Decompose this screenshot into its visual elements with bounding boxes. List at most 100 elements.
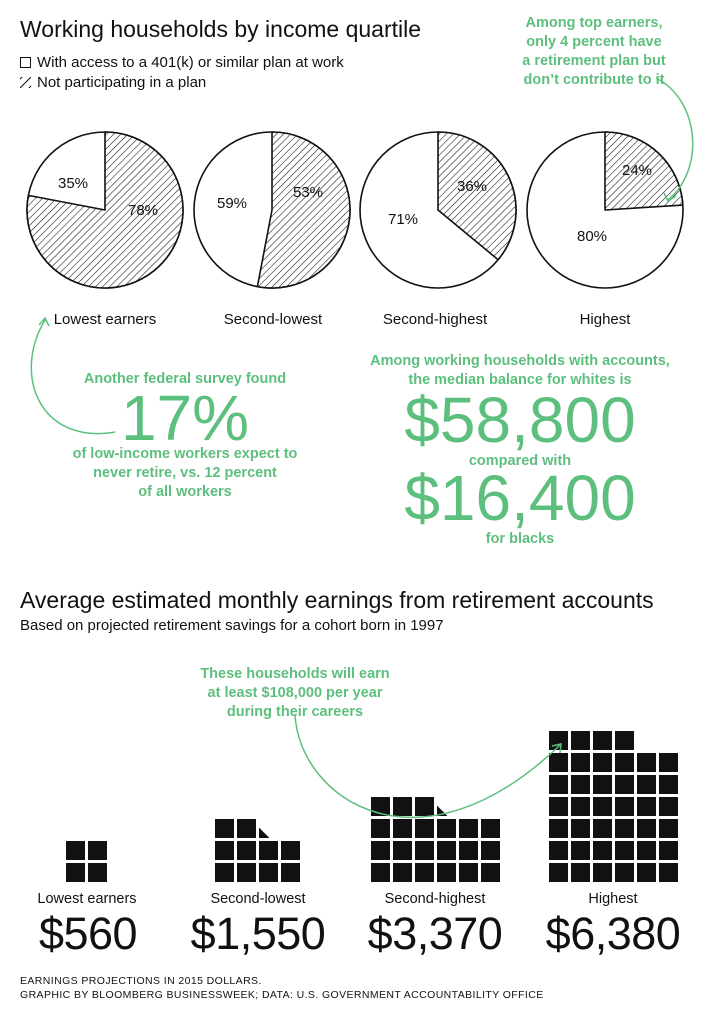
balance-big-stat-whites: $58,800 bbox=[404, 384, 636, 456]
earnings-unit-square bbox=[615, 797, 634, 816]
earnings-unit-square bbox=[237, 819, 256, 838]
callout-line: during their careers bbox=[226, 704, 364, 720]
legend-item-access: With access to a 401(k) or similar plan … bbox=[20, 54, 344, 71]
bar-value-label: $560 bbox=[38, 908, 138, 959]
callout-line: of all workers bbox=[138, 484, 232, 500]
bar-value-label: $6,380 bbox=[545, 908, 681, 959]
earnings-unit-square bbox=[549, 797, 568, 816]
earnings-unit-square bbox=[237, 863, 256, 882]
bar-category-label: Second-lowest bbox=[210, 891, 306, 907]
earnings-unit-square bbox=[237, 841, 256, 860]
earnings-unit-square bbox=[571, 797, 590, 816]
earnings-unit-square bbox=[371, 863, 390, 882]
earnings-unit-square bbox=[659, 753, 678, 772]
callout-line: of low-income workers expect to bbox=[72, 446, 298, 462]
earnings-unit-square bbox=[371, 797, 390, 816]
earnings-unit-square bbox=[481, 819, 500, 838]
footer-credit: GRAPHIC BY BLOOMBERG BUSINESSWEEK; DATA:… bbox=[20, 989, 544, 1001]
earnings-unit-square bbox=[549, 863, 568, 882]
earnings-unit-square bbox=[615, 819, 634, 838]
earnings-unit-square bbox=[215, 863, 234, 882]
pie-category-label: Second-highest bbox=[382, 311, 488, 328]
footer-note: EARNINGS PROJECTIONS IN 2015 DOLLARS. bbox=[20, 975, 262, 987]
balance-callout-mid: compared with bbox=[468, 453, 572, 469]
earnings-unit-square bbox=[571, 819, 590, 838]
earnings-unit-square bbox=[659, 775, 678, 794]
callout-line: These households will earn bbox=[200, 666, 390, 682]
earnings-unit-square bbox=[571, 753, 590, 772]
earnings-unit-square bbox=[393, 819, 412, 838]
legend-swatch-open bbox=[20, 57, 31, 68]
earnings-unit-square bbox=[593, 731, 612, 750]
pie-not-participating-slice bbox=[437, 131, 517, 261]
earnings-unit-square bbox=[437, 819, 456, 838]
earnings-unit-square bbox=[281, 863, 300, 882]
earnings-unit-square bbox=[259, 863, 278, 882]
earnings-unit-square bbox=[549, 753, 568, 772]
pie-category-label: Lowest earners bbox=[53, 311, 157, 328]
earnings-unit-square bbox=[593, 753, 612, 772]
earnings-unit-square bbox=[481, 841, 500, 860]
earnings-unit-square bbox=[593, 841, 612, 860]
earnings-unit-square bbox=[549, 819, 568, 838]
earnings-unit-square bbox=[593, 863, 612, 882]
earnings-unit-square bbox=[88, 863, 107, 882]
earnings-unit-square bbox=[66, 863, 85, 882]
legend-item-not-participating: Not participating in a plan bbox=[20, 74, 206, 91]
earnings-unit-square bbox=[481, 863, 500, 882]
pie-label-access: 71% bbox=[388, 211, 419, 228]
earnings-unit-square bbox=[437, 841, 456, 860]
pie-not-participating-slice bbox=[604, 131, 684, 211]
earnings-unit-square bbox=[615, 731, 634, 750]
bar-category-label: Highest bbox=[588, 891, 638, 907]
survey-callout-body: of low-income workers expect to never re… bbox=[60, 445, 310, 502]
survey-callout-arrow bbox=[30, 319, 116, 435]
earnings-unit-square bbox=[571, 731, 590, 750]
bar-category-label: Lowest earners bbox=[37, 891, 137, 907]
section2-subtitle: Based on projected retirement savings fo… bbox=[20, 617, 444, 634]
earnings-unit-square bbox=[393, 841, 412, 860]
earnings-unit-square bbox=[571, 863, 590, 882]
survey-callout-intro: Another federal survey found bbox=[83, 371, 287, 387]
earnings-unit-square bbox=[593, 819, 612, 838]
earnings-unit-square bbox=[571, 841, 590, 860]
earnings-unit-square bbox=[659, 819, 678, 838]
bar-value-label: $3,370 bbox=[367, 908, 503, 959]
section1-title: Working households by income quartile bbox=[20, 16, 422, 42]
earnings-unit-square bbox=[637, 841, 656, 860]
survey-big-stat: 17% bbox=[120, 382, 250, 454]
earnings-unit-square bbox=[659, 863, 678, 882]
pie-label-access: 35% bbox=[58, 175, 89, 192]
earnings-unit-square bbox=[637, 775, 656, 794]
earnings-unit-square bbox=[415, 841, 434, 860]
earnings-unit-square bbox=[215, 841, 234, 860]
earnings-unit-square bbox=[615, 775, 634, 794]
earnings-unit-square bbox=[549, 841, 568, 860]
earnings-partial-square bbox=[259, 827, 270, 838]
earnings-unit-square bbox=[393, 797, 412, 816]
callout-line: at least $108,000 per year bbox=[207, 685, 383, 701]
bar-value-label: $1,550 bbox=[190, 908, 326, 959]
earnings-unit-square bbox=[459, 841, 478, 860]
legend-label-access: With access to a 401(k) or similar plan … bbox=[37, 54, 344, 71]
pie-label-not: 53% bbox=[293, 184, 324, 201]
earnings-unit-square bbox=[571, 775, 590, 794]
callout-line: a retirement plan but bbox=[522, 53, 666, 69]
legend-label-not-participating: Not participating in a plan bbox=[37, 74, 207, 91]
earnings-unit-square bbox=[637, 819, 656, 838]
top-callout-arrowhead-icon bbox=[663, 192, 677, 203]
earnings-unit-square bbox=[415, 863, 434, 882]
balance-big-stat-blacks: $16,400 bbox=[404, 462, 636, 534]
bar-category-label: Second-highest bbox=[384, 891, 486, 907]
footer: EARNINGS PROJECTIONS IN 2015 DOLLARS. GR… bbox=[20, 974, 544, 1002]
callout-line: Among working households with accounts, bbox=[370, 353, 670, 369]
earnings-unit-square bbox=[281, 841, 300, 860]
earnings-unit-square bbox=[659, 841, 678, 860]
earnings-callout-arrowhead-icon bbox=[551, 743, 562, 754]
earnings-unit-square bbox=[371, 841, 390, 860]
earnings-unit-square bbox=[371, 819, 390, 838]
earnings-unit-square bbox=[437, 863, 456, 882]
pie-label-not: 78% bbox=[128, 202, 159, 219]
earnings-unit-square bbox=[215, 819, 234, 838]
